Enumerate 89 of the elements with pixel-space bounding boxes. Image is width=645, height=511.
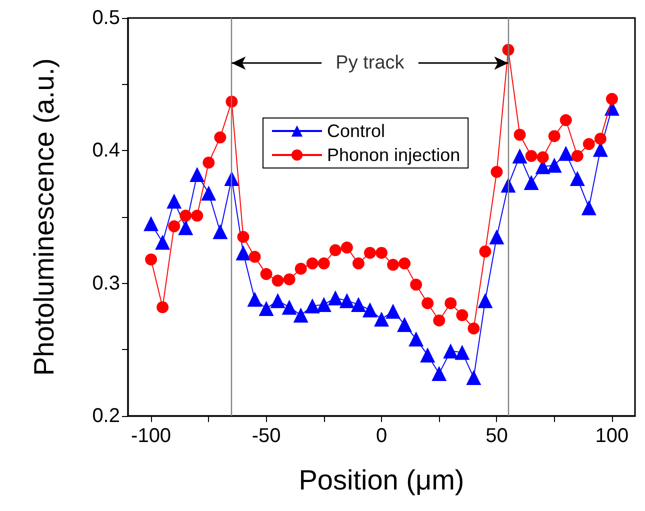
point [546,158,562,173]
point [340,242,353,254]
point [422,297,434,310]
point [512,148,528,164]
point [558,146,574,161]
point [387,258,400,271]
point [191,210,204,222]
point [144,216,159,232]
point [283,273,296,286]
point [178,220,194,236]
point [490,166,503,178]
point [294,262,307,275]
x-tick-label: -50 [252,425,281,447]
point [166,194,182,209]
point [410,278,422,291]
point [398,257,411,270]
point [594,132,606,145]
point [444,297,457,310]
point [282,300,297,315]
point [247,292,262,307]
point [570,171,585,186]
point [606,92,618,105]
point [420,347,436,362]
x-tick-label: -100 [131,425,172,447]
point [443,343,458,358]
point [260,268,272,280]
point [374,312,389,327]
point [328,290,343,306]
point [454,344,470,360]
point [571,150,584,162]
point [155,234,170,250]
point [156,301,169,314]
point [270,293,286,308]
point [479,245,492,258]
point [408,332,424,347]
x-tick-label: 100 [595,425,629,447]
point [548,130,560,142]
x-axis-title: Position (μm) [298,464,464,496]
annotation: Py track [336,52,405,74]
point [145,253,158,266]
x-tick-label: 50 [486,425,508,447]
point [489,229,504,244]
x-tick-label: 0 [376,425,388,447]
point [362,302,378,318]
point [258,301,274,316]
point [202,156,215,169]
y-tick-label: 0.5 [92,7,120,29]
y-tick-label: 0.2 [92,405,120,427]
y-tick-label: 0.3 [92,272,120,294]
point [432,366,447,382]
legend-label: Phonon injection [327,145,460,165]
point [214,131,226,144]
legend-label: Control [327,121,386,141]
point [478,293,493,308]
point [272,274,284,287]
y-axis-title: Photoluminescence (a.u.) [28,58,60,376]
point [376,246,388,259]
point [248,250,261,263]
point [536,151,549,164]
point [293,308,308,323]
point [468,322,480,334]
point [316,297,332,312]
point [582,138,595,150]
point [318,257,330,270]
point [329,244,342,256]
point [180,210,192,222]
point [433,314,446,326]
point [524,175,539,190]
point [306,257,318,270]
point [212,224,228,240]
point [397,316,412,332]
point [581,200,596,216]
y-tick-label: 0.4 [92,140,120,162]
point [456,309,468,322]
point [168,220,180,232]
point [525,150,538,162]
point [190,167,205,182]
point [201,186,216,201]
point [560,114,572,126]
point [352,257,364,270]
point [364,246,376,259]
point [304,298,320,314]
point [466,370,482,386]
point [350,297,366,312]
point [386,304,401,319]
point [339,293,354,308]
point [236,245,251,260]
point [514,128,526,141]
point [237,230,250,243]
